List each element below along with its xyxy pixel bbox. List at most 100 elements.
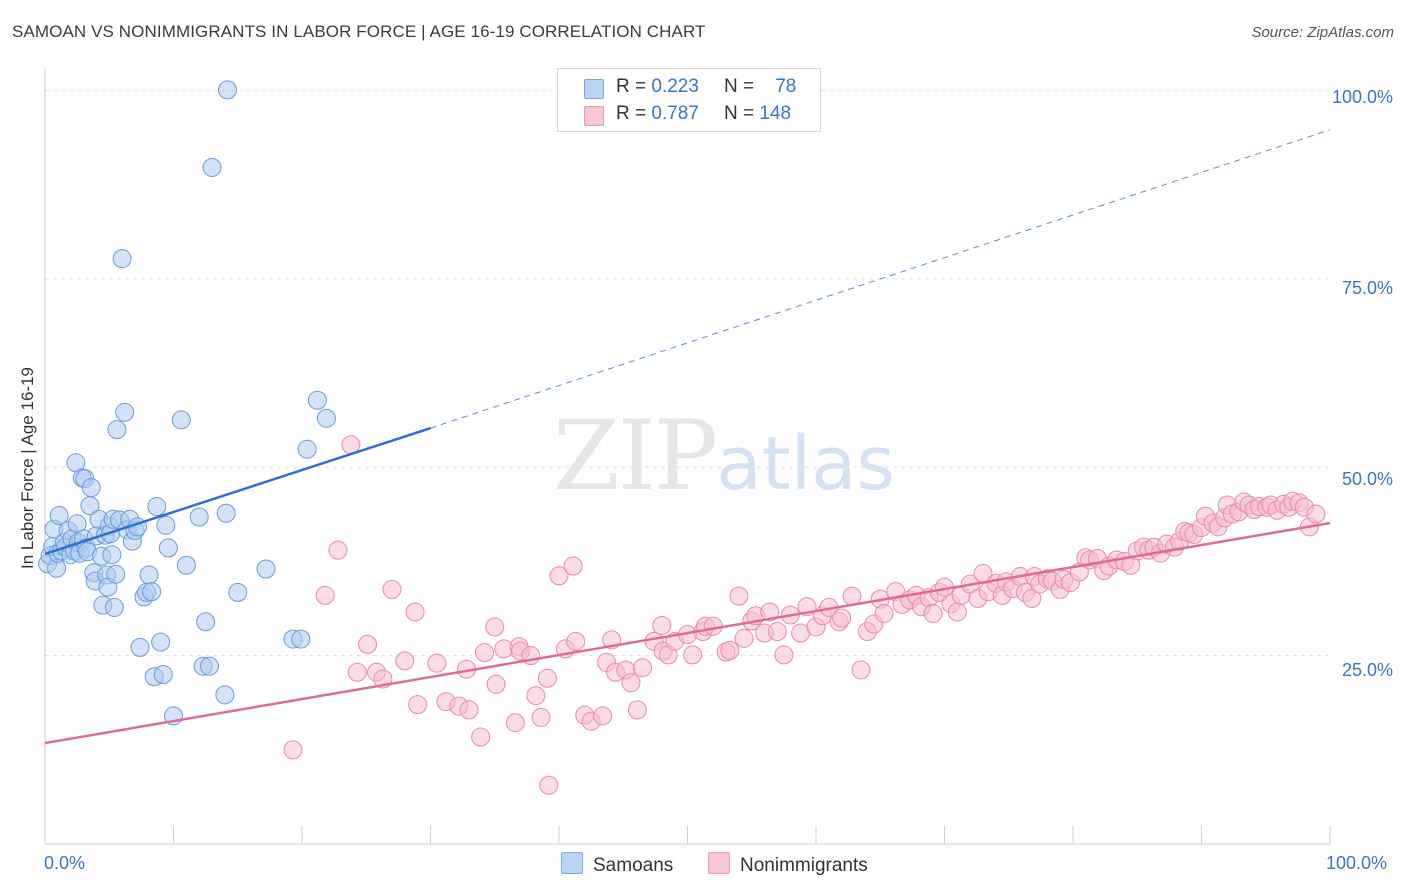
nonimmigrant-point-16: [459, 700, 479, 720]
nonimmigrant-point-10: [405, 602, 425, 622]
correlation-legend: R = 0.223 N = 78 R = 0.787 N = 148: [557, 68, 821, 132]
nonimmigrant-point-73: [851, 660, 871, 680]
nonimmigrant-point-2: [328, 540, 348, 560]
nonimmigrant-point-63: [774, 645, 794, 665]
bottom-legend-nonimmigrants: Nonimmigrants: [708, 852, 868, 877]
legend-row-nonimmigrants: R = 0.787 N = 148: [558, 103, 820, 127]
nonimmigrant-point-0: [283, 740, 303, 760]
x-tick-label-0: 0.0%: [44, 853, 86, 873]
nonimmigrant-point-71: [832, 608, 852, 628]
y-tick-label-100: 100.0%: [1331, 87, 1393, 107]
bottom-legend-samoans: Samoans: [561, 852, 673, 877]
nonimmigrant-point-5: [358, 634, 378, 654]
samoan-point-57: [153, 664, 173, 684]
samoan-point-71: [228, 582, 248, 602]
samoan-point-49: [130, 637, 150, 657]
nonimmigrant-point-18: [474, 643, 494, 663]
nonimmigrant-point-20: [486, 674, 506, 694]
samoan-point-53: [142, 582, 162, 602]
y-tick-label-75: 75.0%: [1341, 278, 1393, 298]
samoan-point-42: [112, 249, 132, 269]
samoan-point-63: [189, 507, 209, 527]
samoan-point-75: [297, 439, 317, 459]
nonimmigrant-point-19: [485, 617, 505, 637]
nonimmigrant-point-28: [537, 668, 557, 688]
source-label: Source: ZipAtlas.com: [1251, 24, 1394, 41]
y-tick-label-50: 50.0%: [1341, 469, 1393, 489]
x-tick-label-100: 100.0%: [1326, 853, 1388, 873]
samoan-point-72: [256, 559, 276, 579]
bottom-legend-swatch-samoans: [561, 852, 583, 874]
nonimmigrant-point-84: [923, 603, 943, 623]
samoan-point-62: [176, 555, 196, 575]
nonimmigrant-point-11: [408, 695, 428, 715]
nonimmigrant-point-36: [593, 706, 613, 726]
legend-row-samoans: R = 0.223 N = 78: [558, 76, 820, 100]
y-axis-label: In Labor Force | Age 16-19: [18, 367, 37, 569]
samoan-point-39: [106, 564, 126, 584]
nonimmigrant-point-27: [531, 707, 551, 727]
samoan-point-65: [196, 612, 216, 632]
legend-n-nonimmigrants: N = 148: [724, 103, 792, 124]
chart-title: SAMOAN VS NONIMMIGRANTS IN LABOR FORCE |…: [12, 22, 706, 41]
nonimmigrant-point-1: [315, 585, 335, 605]
nonimmigrant-point-30: [549, 566, 569, 586]
samoan-point-76: [307, 390, 327, 410]
nonimmigrant-point-77: [874, 603, 894, 623]
samoan-point-70: [217, 80, 237, 100]
samoan-point-67: [202, 157, 222, 177]
nonimmigrant-point-41: [621, 673, 641, 693]
samoan-point-58: [156, 515, 176, 535]
nonimmigrants-trend-line: [44, 521, 1331, 745]
nonimmigrant-point-4: [347, 662, 367, 682]
legend-r-nonimmigrants: R = 0.787: [616, 103, 699, 124]
nonimmigrant-point-8: [382, 579, 402, 599]
nonimmigrant-point-62: [767, 622, 787, 642]
samoan-point-38: [104, 597, 124, 617]
samoans-trend-extension: [430, 129, 1331, 429]
samoan-point-69: [216, 503, 236, 523]
nonimmigrant-point-50: [683, 645, 703, 665]
samoan-point-77: [316, 408, 336, 428]
samoan-point-55: [147, 496, 167, 516]
nonimmigrant-point-29: [539, 775, 559, 795]
legend-r-samoans: R = 0.223: [616, 76, 699, 97]
samoan-point-36: [102, 545, 122, 565]
samoan-point-59: [158, 538, 178, 558]
samoan-point-56: [151, 632, 171, 652]
nonimmigrant-point-43: [633, 658, 653, 678]
nonimmigrant-point-42: [627, 700, 647, 720]
samoan-point-52: [139, 565, 159, 585]
samoan-point-74: [291, 629, 311, 649]
nonimmigrant-point-57: [734, 628, 754, 648]
samoan-point-24: [81, 478, 101, 498]
nonimmigrant-point-149: [1306, 504, 1326, 524]
nonimmigrant-point-88: [947, 602, 967, 622]
samoan-point-66: [199, 656, 219, 676]
legend-swatch-nonimmigrants: [584, 106, 604, 126]
nonimmigrant-point-45: [652, 616, 672, 636]
nonimmigrant-point-9: [395, 651, 415, 671]
watermark-atlas: atlas: [716, 421, 896, 507]
samoan-point-43: [115, 402, 135, 422]
nonimmigrant-point-32: [563, 556, 583, 576]
samoans-trend-line: [44, 426, 431, 556]
nonimmigrant-point-26: [526, 686, 546, 706]
legend-swatch-samoans: [584, 79, 604, 99]
bottom-legend-swatch-nonimmigrants: [708, 852, 730, 874]
nonimmigrant-point-17: [471, 727, 491, 747]
legend-n-samoans: N = 78: [724, 76, 797, 97]
y-tick-label-25: 25.0%: [1341, 660, 1393, 680]
nonimmigrant-point-72: [842, 586, 862, 606]
nonimmigrant-point-55: [720, 640, 740, 660]
samoan-point-40: [107, 420, 127, 440]
samoan-point-6: [49, 506, 69, 526]
samoan-point-68: [215, 685, 235, 705]
samoan-point-61: [171, 410, 191, 430]
nonimmigrant-point-33: [566, 631, 586, 651]
nonimmigrant-point-22: [505, 713, 525, 733]
watermark: ZIPatlas: [553, 400, 895, 512]
watermark-zip: ZIP: [553, 400, 718, 512]
nonimmigrant-point-56: [729, 586, 749, 606]
